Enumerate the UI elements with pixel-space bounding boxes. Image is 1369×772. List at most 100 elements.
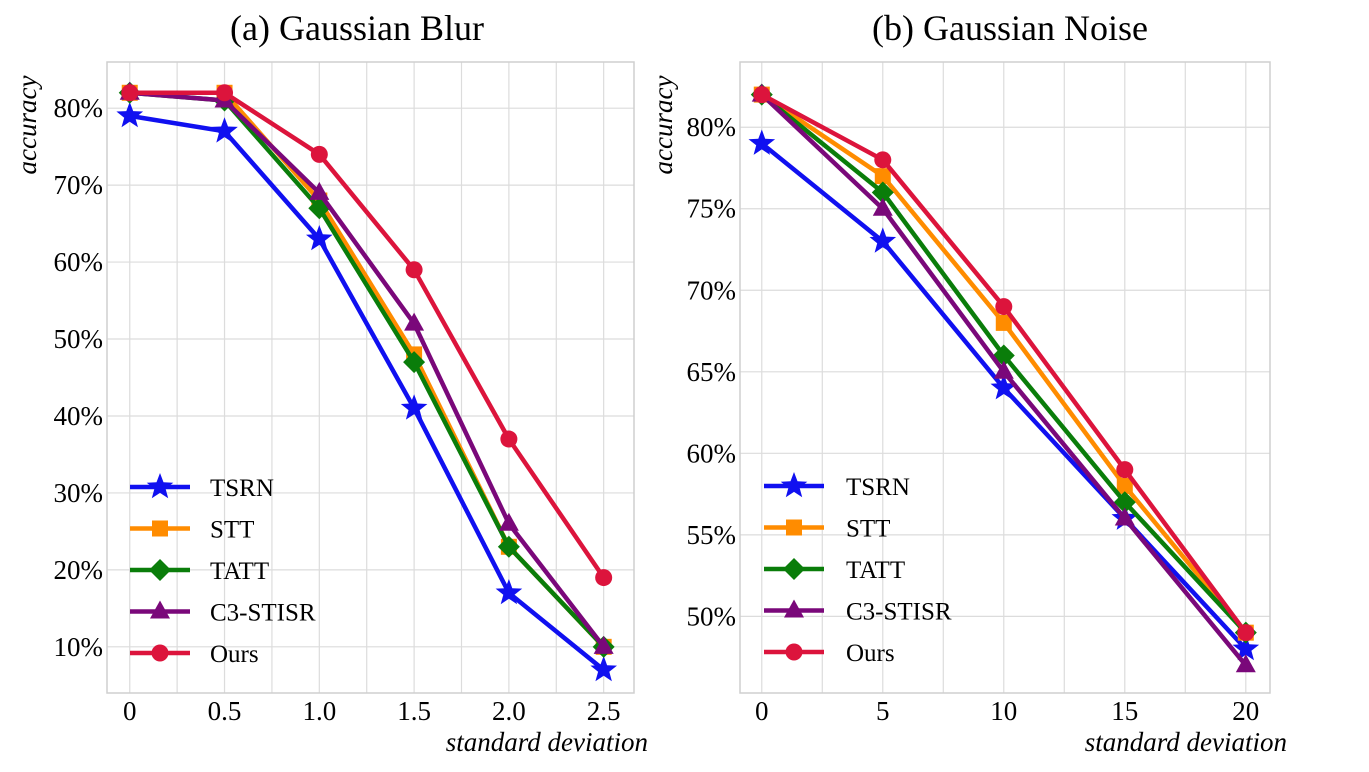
data-point: [871, 181, 894, 204]
legend-marker: [784, 599, 804, 618]
legend-item-tatt: TATT: [764, 557, 905, 584]
series-line: [129, 113, 606, 672]
x-tick-label: 1.0: [302, 696, 336, 726]
data-point: [403, 351, 426, 374]
series-line: [129, 90, 606, 649]
series-line: [129, 90, 606, 579]
series-tsrn: [116, 101, 617, 682]
data-point: [306, 225, 333, 251]
chart-b-series: [748, 83, 1260, 673]
legend-label: Ours: [210, 641, 259, 668]
chart-b-ylabel: accuracy: [648, 76, 678, 175]
data-point: [872, 197, 893, 216]
legend-label: STT: [210, 517, 254, 544]
chart-a-series: [116, 81, 617, 682]
legend-item-tatt: TATT: [130, 558, 269, 585]
data-point: [405, 261, 423, 279]
legend-marker: [149, 559, 171, 581]
legend-item-tsrn: TSRN: [764, 472, 910, 501]
y-tick-label: 10%: [54, 632, 104, 662]
chart-b-xlabel: standard deviation: [1085, 727, 1287, 757]
chart-b: (b) Gaussian Noise 50% 55% 60% 65% 70% 75% 80%…: [648, 8, 1287, 757]
x-tick-label: 5: [876, 696, 890, 726]
data-point: [1114, 507, 1135, 526]
data-point: [869, 227, 897, 253]
y-tick-label: 55%: [687, 520, 737, 550]
data-point: [874, 151, 892, 169]
x-tick-label: 0: [755, 696, 769, 726]
y-tick-label: 60%: [54, 247, 104, 277]
y-tick-label: 75%: [687, 194, 737, 224]
y-tick-label: 80%: [54, 93, 104, 123]
data-point: [874, 168, 891, 185]
chart-a-x-ticks: 0 0.5 1.0 1.5 2.0 2.5: [123, 696, 621, 726]
x-tick-label: 10: [990, 696, 1017, 726]
data-point: [116, 101, 144, 128]
data-point: [1232, 635, 1260, 661]
series-ours: [753, 86, 1255, 642]
legend-label: C3-STISR: [210, 600, 316, 627]
legend-item-ours: Ours: [764, 640, 895, 667]
x-tick-label: 0.5: [208, 696, 242, 726]
chart-b-grid: [740, 62, 1270, 693]
data-point: [593, 635, 614, 654]
x-tick-label: 20: [1232, 696, 1259, 726]
legend-label: TSRN: [846, 474, 910, 501]
legend-item-stt: STT: [764, 516, 890, 543]
y-tick-label: 40%: [54, 401, 104, 431]
legend-item-c3-stisr: C3-STISR: [764, 599, 952, 626]
legend-item-tsrn: TSRN: [130, 473, 274, 502]
x-tick-label: 15: [1111, 696, 1138, 726]
chart-b-title: (b) Gaussian Noise: [872, 8, 1148, 48]
data-point: [121, 84, 139, 102]
data-point: [211, 117, 238, 143]
data-point: [595, 569, 613, 587]
x-tick-label: 2.5: [587, 696, 621, 726]
y-tick-label: 30%: [54, 478, 104, 508]
data-point: [310, 145, 328, 163]
data-point: [216, 84, 234, 102]
data-point: [1237, 624, 1255, 642]
legend-label: C3-STISR: [846, 599, 952, 626]
chart-a-frame: [106, 61, 635, 694]
data-point: [1113, 491, 1136, 514]
data-point: [753, 86, 771, 104]
data-point: [995, 298, 1013, 316]
legend-marker: [151, 644, 169, 662]
data-point: [404, 312, 425, 331]
legend-label: TATT: [210, 558, 269, 585]
legend-label: TATT: [846, 557, 905, 584]
legend-marker: [152, 520, 168, 537]
chart-a-xlabel: standard deviation: [446, 727, 648, 757]
chart-b-frame: [739, 61, 1271, 694]
y-tick-label: 70%: [687, 275, 737, 305]
legend-item-ours: Ours: [130, 641, 259, 668]
chart-a-y-ticks: 10% 20% 30% 40% 50% 60% 70% 80%: [54, 93, 104, 662]
data-point: [995, 314, 1012, 331]
data-point: [993, 360, 1014, 379]
legend-marker: [786, 519, 802, 536]
legend-label: Ours: [846, 640, 895, 667]
y-tick-label: 70%: [54, 170, 104, 200]
series-ours: [121, 84, 613, 587]
data-point: [990, 374, 1018, 400]
x-tick-label: 1.5: [397, 696, 431, 726]
legend-item-c3-stisr: C3-STISR: [130, 600, 316, 627]
legend-marker: [146, 473, 174, 499]
data-point: [400, 394, 428, 420]
legend-item-stt: STT: [130, 517, 254, 544]
y-tick-label: 60%: [687, 438, 737, 468]
data-point: [1116, 461, 1134, 479]
legend-marker: [780, 472, 808, 498]
legend-label: TSRN: [210, 475, 274, 502]
y-tick-label: 80%: [687, 112, 737, 142]
data-point: [590, 655, 617, 682]
data-point: [495, 579, 523, 605]
chart-a: (a) Gaussian Blur 10% 20% 30% 40% 50% 60% 70% 8…: [12, 8, 648, 757]
data-point: [498, 512, 519, 531]
legend-marker: [150, 600, 170, 619]
x-tick-label: 2.0: [492, 696, 526, 726]
y-tick-label: 50%: [54, 324, 104, 354]
